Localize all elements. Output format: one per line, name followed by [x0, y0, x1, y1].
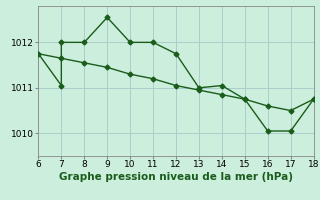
X-axis label: Graphe pression niveau de la mer (hPa): Graphe pression niveau de la mer (hPa)	[59, 172, 293, 182]
